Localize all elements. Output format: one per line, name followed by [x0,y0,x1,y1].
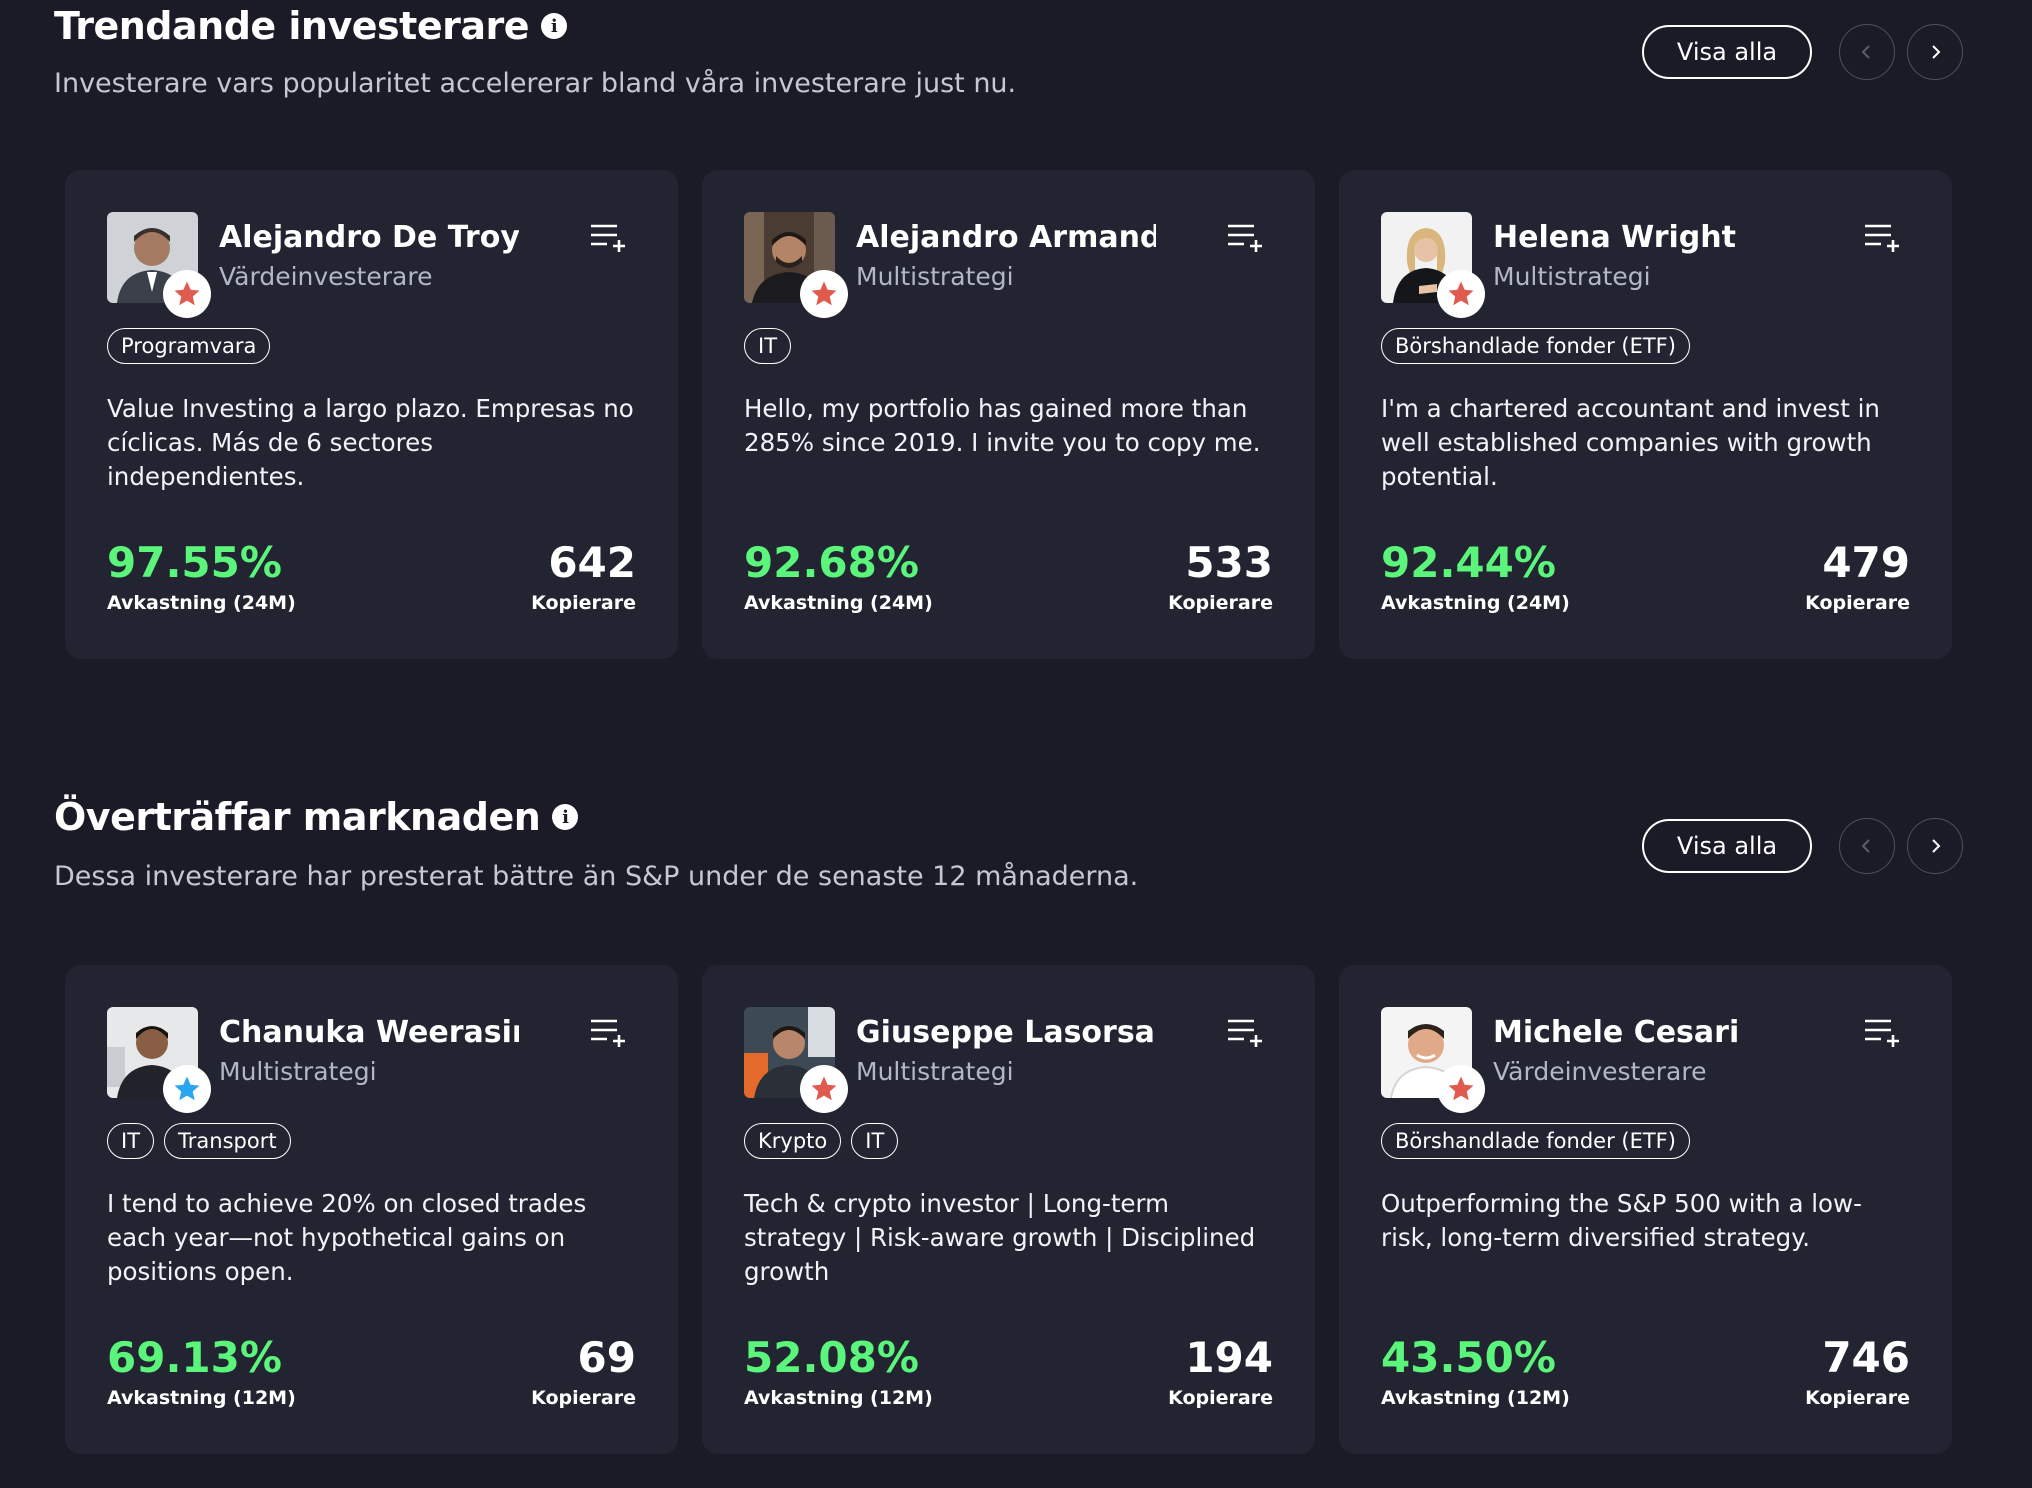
investor-bio: Value Investing a largo plazo. Empresas … [107,394,634,491]
red-star-icon [800,1065,848,1113]
investor-bio: I'm a chartered accountant and invest in… [1381,394,1880,491]
next-button[interactable] [1907,24,1963,80]
gain-label: Avkastning (24M) [1381,592,1570,614]
investor-name[interactable]: Helena Wright [1493,220,1736,255]
investor-card[interactable]: Michele Cesari Värdeinvesterare Börshand… [1339,965,1952,1454]
add-to-watchlist-icon[interactable] [589,1017,629,1047]
info-icon[interactable]: i [540,13,567,39]
tag-list: Programvara [107,328,271,364]
chevron-right-icon [1932,45,1941,59]
blue-star-icon [163,1065,211,1113]
copiers-value: 194 [1185,1333,1273,1382]
section-subtitle: Investerare vars popularitet accelererar… [54,68,1017,99]
tag[interactable]: Börshandlade fonder (ETF) [1381,1123,1690,1159]
investor-bio: Tech & crypto investor | Long-term strat… [744,1189,1256,1286]
copiers-label: Kopierare [1805,592,1910,614]
investor-card[interactable]: Alejandro De Troya... Värdeinvesterare P… [65,170,678,659]
section-outperforming: Överträffar marknaden i Dessa investerar… [0,795,2032,1488]
tag[interactable]: IT [107,1123,155,1159]
copiers-value: 533 [1185,538,1273,587]
gain-value: 92.68% [744,538,919,587]
investor-strategy: Multistrategi [1493,262,1651,291]
view-all-button[interactable]: Visa alla [1642,819,1812,873]
copiers-value: 746 [1822,1333,1910,1382]
section-subtitle: Dessa investerare har presterat bättre ä… [54,861,1139,892]
chevron-right-icon [1932,839,1941,853]
section-title-text: Trendande investerare [54,4,529,48]
investor-strategy: Multistrategi [219,1057,377,1086]
red-star-icon [1437,270,1485,318]
copiers-label: Kopierare [1805,1387,1910,1409]
gain-label: Avkastning (24M) [107,592,296,614]
gain-value: 52.08% [744,1333,919,1382]
copiers-label: Kopierare [1168,1387,1273,1409]
investor-bio: I tend to achieve 20% on closed trades e… [107,1189,587,1286]
investor-name[interactable]: Alejandro De Troya... [219,220,519,255]
tag-list: Börshandlade fonder (ETF) [1381,1123,1690,1159]
investor-bio: Hello, my portfolio has gained more than… [744,394,1261,457]
section-trending: Trendande investerare i Investerare vars… [0,0,2032,680]
copiers-value: 642 [548,538,636,587]
investor-name[interactable]: Chanuka Weerasin... [219,1015,519,1050]
investor-card[interactable]: Giuseppe Lasorsa Multistrategi Krypto IT… [702,965,1315,1454]
gain-label: Avkastning (24M) [744,592,933,614]
copiers-label: Kopierare [1168,592,1273,614]
gain-value: 69.13% [107,1333,282,1382]
info-icon[interactable]: i [552,804,579,830]
red-star-icon [800,270,848,318]
investor-name[interactable]: Alejandro Armand ... [856,220,1156,255]
tag[interactable]: Krypto [744,1123,842,1159]
chevron-left-icon [1861,839,1870,853]
tag[interactable]: Programvara [107,328,271,364]
gain-label: Avkastning (12M) [1381,1387,1570,1409]
section-title-text: Överträffar marknaden [54,795,541,839]
investor-card[interactable]: Helena Wright Multistrategi Börshandlade… [1339,170,1952,659]
section-title: Överträffar marknaden i [54,795,579,839]
investor-strategy: Värdeinvesterare [1493,1057,1707,1086]
investor-card[interactable]: Alejandro Armand ... Multistrategi IT He… [702,170,1315,659]
section-title: Trendande investerare i [54,4,567,48]
red-star-icon [1437,1065,1485,1113]
add-to-watchlist-icon[interactable] [1863,222,1903,252]
tag-list: IT Transport [107,1123,291,1159]
copiers-value: 479 [1822,538,1910,587]
tag[interactable]: Börshandlade fonder (ETF) [1381,328,1690,364]
gain-value: 97.55% [107,538,282,587]
add-to-watchlist-icon[interactable] [1226,222,1266,252]
copiers-label: Kopierare [531,592,636,614]
gain-value: 92.44% [1381,538,1556,587]
tag-list: Börshandlade fonder (ETF) [1381,328,1690,364]
prev-button[interactable] [1839,24,1895,80]
investor-card[interactable]: Chanuka Weerasin... Multistrategi IT Tra… [65,965,678,1454]
tag[interactable]: Transport [164,1123,291,1159]
add-to-watchlist-icon[interactable] [1226,1017,1266,1047]
tag-list: IT [744,328,792,364]
copiers-label: Kopierare [531,1387,636,1409]
investor-strategy: Multistrategi [856,262,1014,291]
investor-name[interactable]: Giuseppe Lasorsa [856,1015,1155,1050]
investor-strategy: Värdeinvesterare [219,262,433,291]
next-button[interactable] [1907,818,1963,874]
red-star-icon [163,270,211,318]
add-to-watchlist-icon[interactable] [1863,1017,1903,1047]
chevron-left-icon [1861,45,1870,59]
prev-button[interactable] [1839,818,1895,874]
add-to-watchlist-icon[interactable] [589,222,629,252]
investor-bio: Outperforming the S&P 500 with a low-ris… [1381,1189,1862,1252]
tag[interactable]: IT [744,328,792,364]
gain-label: Avkastning (12M) [107,1387,296,1409]
investor-name[interactable]: Michele Cesari [1493,1015,1740,1050]
tag-list: Krypto IT [744,1123,899,1159]
investor-strategy: Multistrategi [856,1057,1014,1086]
gain-label: Avkastning (12M) [744,1387,933,1409]
copiers-value: 69 [577,1333,636,1382]
tag[interactable]: IT [851,1123,899,1159]
gain-value: 43.50% [1381,1333,1556,1382]
view-all-button[interactable]: Visa alla [1642,25,1812,79]
